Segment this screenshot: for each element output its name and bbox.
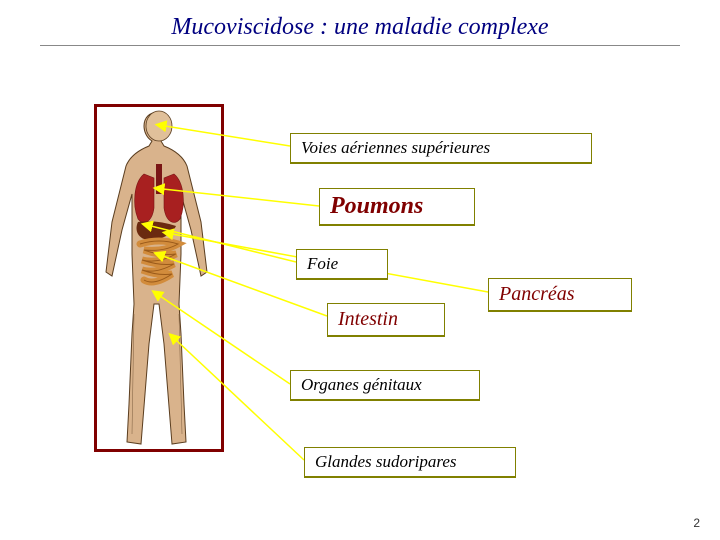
label-pancreas: Pancréas xyxy=(488,278,632,312)
human-body-figure xyxy=(94,104,224,452)
label-intestin: Intestin xyxy=(327,303,445,337)
label-foie: Foie xyxy=(296,249,388,280)
diagram-container: Voies aériennes supérieures Poumons Foie… xyxy=(0,46,720,526)
label-glandes-sudoripares: Glandes sudoripares xyxy=(304,447,516,478)
label-voies-aeriennes: Voies aériennes supérieures xyxy=(290,133,592,164)
label-organes-genitaux: Organes génitaux xyxy=(290,370,480,401)
label-poumons: Poumons xyxy=(319,188,475,226)
page-number: 2 xyxy=(693,516,700,530)
slide-title: Mucoviscidose : une maladie complexe xyxy=(40,0,680,46)
